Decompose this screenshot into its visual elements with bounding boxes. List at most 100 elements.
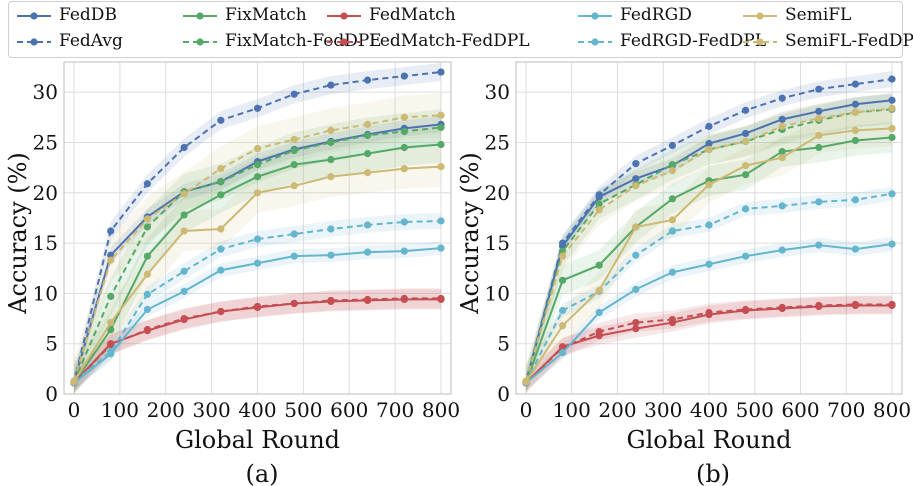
x-tick-label: 200 — [598, 398, 636, 422]
x-tick-label: 800 — [873, 398, 911, 422]
legend-label: FedMatch-FedDPL — [369, 31, 530, 51]
point-fedmatch-feddpl — [400, 294, 408, 303]
point-feddb — [778, 115, 786, 123]
point-semifl-feddpl — [70, 377, 78, 385]
legend-label: FedMatch — [369, 5, 456, 25]
point-semifl — [327, 173, 335, 181]
legend-label: SemiFL-FedDPL — [785, 31, 913, 51]
point-semifl-feddpl — [851, 108, 860, 116]
point-fedrgd-feddpl — [327, 225, 335, 233]
point-fedrgd — [143, 305, 151, 314]
point-fedavg — [888, 75, 896, 83]
point-semifl — [107, 318, 115, 327]
point-semifl-feddpl — [400, 113, 408, 121]
point-fedrgd — [668, 268, 677, 276]
y-tick-label: 20 — [33, 181, 58, 205]
band-fedmatch-feddpl — [74, 288, 441, 393]
point-fedmatch-feddpl — [327, 296, 335, 305]
point-fedmatch-feddpl — [107, 341, 115, 349]
point-semifl-feddpl — [327, 126, 335, 135]
point-fedavg — [668, 141, 677, 150]
point-fedrgd — [253, 259, 262, 267]
legend-swatch — [17, 12, 51, 20]
point-fedavg — [327, 81, 335, 89]
legend-label: FixMatch — [225, 5, 307, 25]
point-fedrgd — [888, 240, 896, 248]
x-tick-label: 200 — [147, 398, 185, 422]
point-fedrgd-feddpl — [851, 196, 860, 204]
point-fixmatch — [742, 171, 750, 179]
point-fedavg — [180, 143, 188, 152]
point-fixmatch — [180, 211, 188, 219]
point-fedmatch-feddpl — [888, 300, 896, 309]
x-tick-label: 600 — [781, 398, 819, 422]
point-fedavg — [778, 94, 786, 102]
point-semifl — [815, 131, 823, 140]
x-tick-label: 100 — [101, 398, 139, 422]
plot-frame — [515, 61, 903, 395]
point-fedmatch-feddpl — [595, 328, 603, 336]
point-fedrgd-feddpl — [437, 217, 445, 225]
panel-subtitle: (b) — [696, 460, 730, 486]
band-fedmatch-feddpl — [526, 295, 892, 392]
point-fedavg — [815, 85, 823, 93]
point-fedmatch-feddpl — [437, 294, 445, 303]
y-axis-label: Accuracy (%) — [456, 152, 484, 315]
chart-panel-b: 0 100 200 300 400 500 600 700 800 0 5 10 15 20 25 30 Glo… — [456, 61, 911, 486]
point-fedavg — [595, 191, 603, 199]
point-fedrgd — [851, 245, 860, 253]
point-semifl-feddpl — [705, 145, 713, 154]
legend-swatch — [327, 38, 361, 46]
point-fedrgd — [632, 285, 640, 293]
plot-frame — [63, 61, 452, 395]
point-fedrgd — [815, 241, 823, 249]
point-fedmatch-feddpl — [143, 326, 151, 334]
point-fixmatch — [143, 252, 151, 260]
point-semifl — [437, 163, 445, 171]
point-fedavg — [851, 80, 860, 88]
point-fixmatch — [595, 261, 603, 269]
point-fixmatch-feddpl — [364, 131, 372, 140]
point-fedmatch-feddpl — [180, 314, 188, 323]
point-feddb — [107, 251, 115, 259]
point-fedrgd — [437, 244, 445, 252]
point-fixmatch-feddpl — [595, 200, 603, 208]
point-fedrgd-feddpl — [632, 251, 640, 259]
point-semifl-feddpl — [559, 252, 567, 260]
band-fedrgd — [74, 241, 441, 390]
point-fixmatch — [668, 195, 677, 203]
legend-swatch — [17, 38, 51, 46]
point-semifl — [632, 223, 640, 231]
panel-subtitle: (a) — [245, 460, 278, 486]
point-fedmatch-feddpl — [742, 305, 750, 314]
point-fedavg — [400, 72, 408, 80]
legend-swatch — [183, 38, 217, 46]
x-tick-label: 0 — [68, 398, 81, 422]
y-tick-label: 15 — [485, 231, 510, 255]
point-fedmatch-feddpl — [632, 318, 640, 327]
x-tick-label: 800 — [422, 398, 460, 422]
point-fedrgd — [742, 252, 750, 260]
point-fedavg — [364, 76, 372, 84]
point-fedrgd-feddpl — [742, 205, 750, 213]
point-fedrgd-feddpl — [180, 267, 188, 275]
point-fixmatch — [253, 173, 262, 181]
point-fedavg — [217, 116, 225, 124]
point-semifl-feddpl — [668, 167, 677, 175]
point-feddb — [888, 96, 896, 104]
point-fixmatch-feddpl — [143, 223, 151, 231]
point-fixmatch — [437, 140, 445, 149]
point-fedrgd-feddpl — [290, 230, 298, 238]
point-fedrgd-feddpl — [559, 306, 567, 315]
y-tick-label: 20 — [485, 181, 510, 205]
point-semifl — [180, 227, 188, 235]
point-semifl — [290, 182, 298, 190]
point-semifl — [217, 225, 225, 233]
y-tick-label: 5 — [497, 332, 510, 356]
point-fedrgd-feddpl — [705, 221, 713, 229]
x-tick-label: 100 — [553, 398, 591, 422]
point-fixmatch-feddpl — [290, 146, 298, 155]
point-fedmatch-feddpl — [778, 303, 786, 312]
point-fixmatch-feddpl — [668, 161, 677, 169]
point-fedrgd-feddpl — [778, 202, 786, 210]
